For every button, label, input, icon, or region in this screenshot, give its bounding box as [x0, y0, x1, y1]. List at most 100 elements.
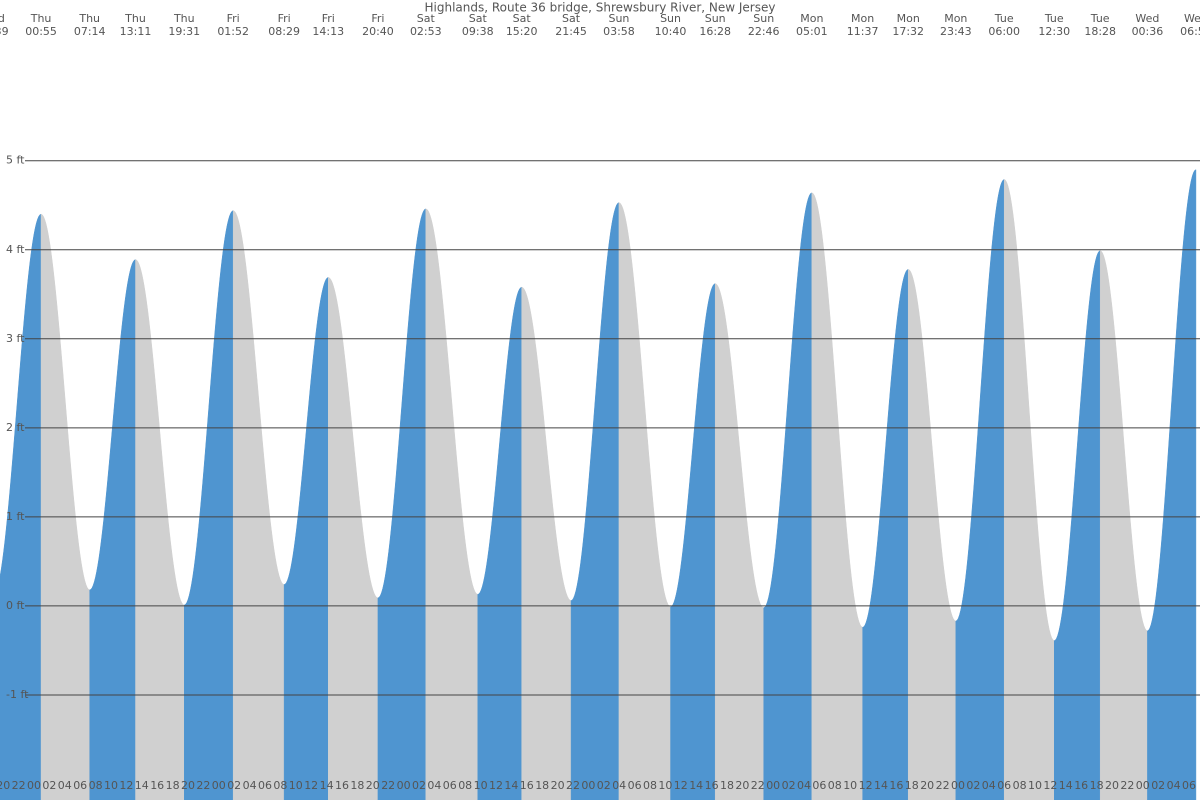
falling-tide [40, 213, 90, 800]
hour-label: 06 [73, 779, 87, 792]
extreme-time: 20:40 [362, 25, 394, 38]
extreme-day: Mon [851, 12, 874, 25]
extreme-time: 08:29 [268, 25, 300, 38]
extreme-time: 10:40 [655, 25, 687, 38]
hour-label: 06 [443, 779, 457, 792]
extreme-time: 07:14 [74, 25, 106, 38]
extreme-time: 00:55 [25, 25, 57, 38]
extreme-day: Tue [1044, 12, 1064, 25]
hour-label: 10 [843, 779, 857, 792]
extreme-time: 06:00 [988, 25, 1020, 38]
hour-label: 16 [150, 779, 164, 792]
extreme-day: Sat [417, 12, 436, 25]
rising-tide [763, 192, 813, 800]
rising-tide [1054, 250, 1101, 800]
hour-label: 22 [1120, 779, 1134, 792]
falling-tide [1099, 250, 1148, 800]
extreme-day: Thu [78, 12, 100, 25]
extreme-day: Wed [0, 12, 5, 25]
rising-tide [862, 268, 909, 800]
hour-label: 00 [581, 779, 595, 792]
extreme-time: 02:53 [410, 25, 442, 38]
falling-tide [907, 268, 957, 800]
falling-tide [1003, 179, 1055, 800]
falling-tide [714, 283, 764, 800]
extreme-time: 18:28 [1084, 25, 1116, 38]
extreme-day: Thu [124, 12, 146, 25]
hour-label: 08 [828, 779, 842, 792]
rising-tide [1147, 169, 1197, 800]
falling-tide [521, 286, 572, 800]
falling-tide [811, 192, 863, 800]
extreme-day: Mon [897, 12, 920, 25]
extreme-time: 22:46 [748, 25, 780, 38]
hour-label: 22 [936, 779, 950, 792]
hour-label: 14 [874, 779, 888, 792]
hour-label: 06 [1182, 779, 1196, 792]
hour-label: 00 [212, 779, 226, 792]
extreme-time: 17:32 [892, 25, 924, 38]
hour-label: 20 [181, 779, 195, 792]
hour-label: 18 [535, 779, 549, 792]
extreme-day: Sun [660, 12, 681, 25]
y-tick-label: -1 ft [6, 688, 29, 701]
hour-label: 00 [27, 779, 41, 792]
hour-label: 22 [751, 779, 765, 792]
hour-label: 22 [566, 779, 580, 792]
extreme-day: Sun [753, 12, 774, 25]
hour-label: 12 [304, 779, 318, 792]
hour-label: 18 [350, 779, 364, 792]
hour-label: 00 [1136, 779, 1150, 792]
hour-label: 22 [196, 779, 210, 792]
hour-label: 20 [735, 779, 749, 792]
hour-label: 10 [1028, 779, 1042, 792]
extreme-time: 05:01 [796, 25, 828, 38]
falling-tide [232, 210, 285, 800]
hour-label: 00 [397, 779, 411, 792]
extreme-day: Sat [469, 12, 488, 25]
extreme-time: 13:11 [120, 25, 152, 38]
hour-label: 14 [689, 779, 703, 792]
falling-tide [425, 208, 479, 800]
extreme-day: Wed [1184, 12, 1200, 25]
hour-label: 20 [551, 779, 565, 792]
hour-label: 02 [42, 779, 56, 792]
hour-label: 20 [366, 779, 380, 792]
y-tick-label: 2 ft [6, 421, 25, 434]
hour-label: 06 [997, 779, 1011, 792]
extreme-day: Tue [994, 12, 1014, 25]
extreme-time: 21:45 [555, 25, 587, 38]
extreme-day: Mon [800, 12, 823, 25]
hour-label: 22 [12, 779, 26, 792]
hour-label: 10 [289, 779, 303, 792]
hour-label: 00 [766, 779, 780, 792]
rising-tide [477, 286, 522, 800]
extreme-day: Tue [1090, 12, 1110, 25]
extreme-time: 03:58 [603, 25, 635, 38]
rising-tide [283, 276, 329, 800]
extreme-day: Fri [278, 12, 291, 25]
hour-label: 10 [104, 779, 118, 792]
extreme-day: Fri [322, 12, 335, 25]
hour-label: 02 [1151, 779, 1165, 792]
hour-label: 12 [859, 779, 873, 792]
hour-label: 02 [412, 779, 426, 792]
extreme-time: 18:39 [0, 25, 9, 38]
plot-area [0, 169, 1197, 800]
falling-tide [135, 259, 185, 800]
hour-label: 18 [166, 779, 180, 792]
hour-label: 06 [628, 779, 642, 792]
extreme-time: 16:28 [699, 25, 731, 38]
hour-label: 08 [273, 779, 287, 792]
hour-label: 18 [905, 779, 919, 792]
hour-label: 16 [705, 779, 719, 792]
hour-label: 08 [89, 779, 103, 792]
hour-label: 02 [227, 779, 241, 792]
hour-label: 12 [674, 779, 688, 792]
y-tick-label: 3 ft [6, 332, 25, 345]
y-tick-label: 0 ft [6, 599, 25, 612]
falling-tide [618, 202, 671, 800]
hour-label: 14 [504, 779, 518, 792]
hour-label: 12 [119, 779, 133, 792]
extreme-time: 19:31 [168, 25, 200, 38]
